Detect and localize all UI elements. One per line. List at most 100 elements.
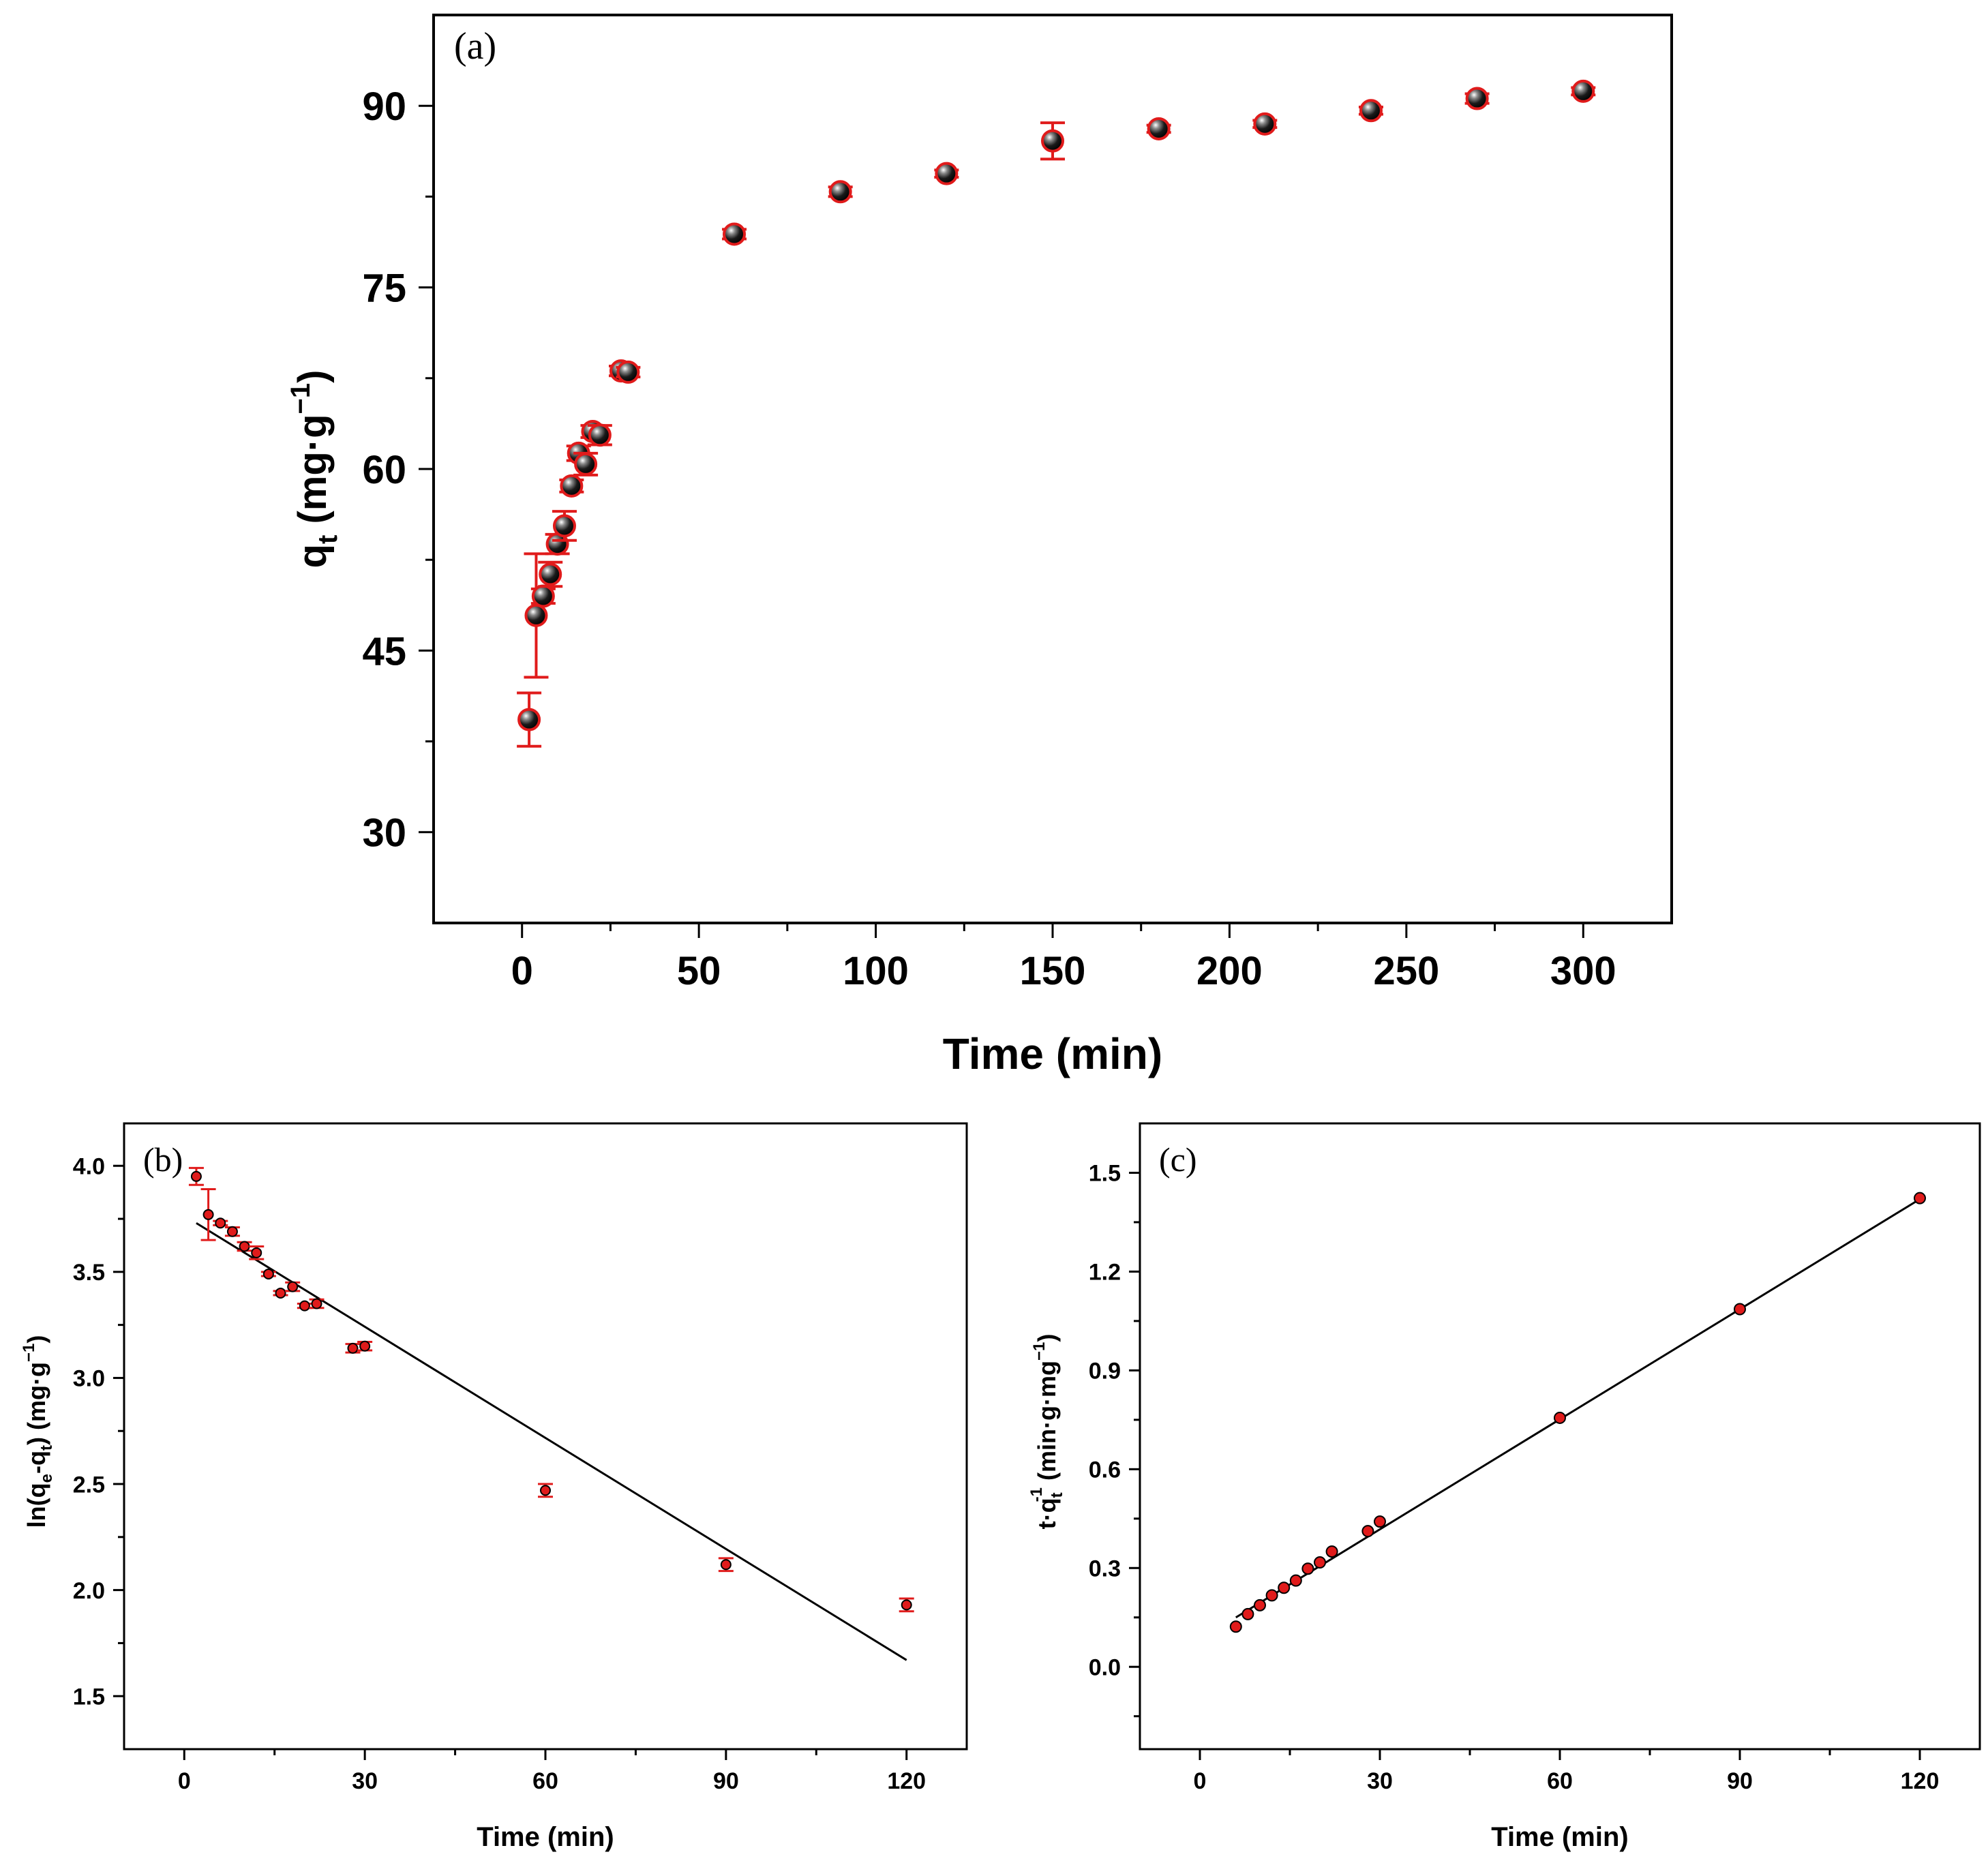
- panel-a-data-point: [1465, 87, 1489, 110]
- panel-c-label: (c): [1159, 1140, 1197, 1179]
- panel-c-data-point: [1374, 1515, 1386, 1528]
- panel-a-data-point: [1571, 79, 1595, 103]
- panel-b-data-point: [215, 1217, 226, 1229]
- panel-a-y-axis-title-sup: −1: [286, 383, 316, 414]
- panel-b-y-axis-title: ln(qe-qt) (mg·g−1): [20, 1335, 56, 1528]
- panel-b-data-point: [262, 1268, 274, 1279]
- panel-a-data-point: [539, 562, 562, 586]
- panel-c-data-point: [1554, 1411, 1566, 1424]
- panel-a-data-point: [1147, 117, 1171, 140]
- panel-c-y-title-end: ): [1033, 1334, 1061, 1342]
- panel-c-y-title-post: (min·g·mg: [1033, 1361, 1061, 1487]
- panel-b-data-point: [226, 1226, 238, 1237]
- panel-c-x-tick-label: 90: [1727, 1768, 1753, 1794]
- panel-b-data-point: [202, 1209, 214, 1220]
- panel-b-data-point: [239, 1241, 250, 1252]
- panel-a-y-axis-title-main: q: [290, 544, 335, 568]
- panel-c-data-point: [1314, 1556, 1326, 1569]
- panel-a-y-tick-label: 90: [362, 85, 406, 129]
- panel-c-data-point: [1734, 1303, 1746, 1316]
- panel-a-data-point: [828, 180, 852, 204]
- panel-b-y-title-end: ): [22, 1335, 50, 1344]
- panel-b-data-point: [311, 1298, 322, 1309]
- panel-c-data-point: [1325, 1545, 1338, 1558]
- panel-b-data-point: [720, 1559, 732, 1571]
- panel-a-label: (a): [454, 25, 496, 67]
- panel-a-x-tick-label: 150: [1020, 949, 1086, 993]
- panel-a-x-tick-label: 100: [843, 949, 909, 993]
- panel-c-y-tick-label: 0.6: [1089, 1457, 1121, 1483]
- panel-b-data-point: [190, 1170, 202, 1182]
- panel-b-data-point: [359, 1340, 371, 1352]
- panel-c-x-tick-label: 120: [1901, 1768, 1940, 1794]
- panel-b-y-title-sub1: e: [37, 1474, 56, 1483]
- panel-a-y-axis-title-sub: t: [313, 535, 343, 544]
- panel-a-data-point: [517, 708, 541, 731]
- panel-b-data-point: [347, 1342, 359, 1354]
- panel-a-data-point: [1359, 99, 1383, 123]
- panel-b-x-tick-label: 30: [352, 1768, 378, 1794]
- panel-c-x-axis-title: Time (min): [1491, 1822, 1629, 1852]
- panel-c-y-title-sub: t: [1048, 1492, 1066, 1498]
- panel-b-data-point: [251, 1247, 262, 1258]
- panel-a-y-tick-label: 45: [362, 629, 406, 673]
- panel-a-y-tick-label: 30: [362, 811, 406, 855]
- panel-b-data-point: [540, 1485, 551, 1496]
- panel-b-x-tick-label: 120: [887, 1768, 926, 1794]
- panel-b-data-point: [901, 1599, 912, 1611]
- panel-b-y-title-pre: ln(q: [22, 1483, 50, 1528]
- panel-b-fit-line: [196, 1222, 907, 1661]
- panel-c-y-tick-label: 0.9: [1089, 1359, 1121, 1384]
- panel-b-x-tick-label: 60: [532, 1768, 558, 1794]
- panel-a-marks: [517, 79, 1596, 748]
- panel-b-marks: [188, 1166, 914, 1661]
- panel-a-data-point: [723, 222, 747, 246]
- panel-b-y-title-post: ) (mg·g: [22, 1362, 50, 1445]
- panel-b-plot-frame: [123, 1122, 968, 1751]
- panel-c-y-tick-label: 0.0: [1089, 1654, 1121, 1680]
- panel-a-x-tick-label: 50: [677, 949, 721, 993]
- panel-b-y-title-sub2: t: [37, 1445, 56, 1451]
- panel-c-data-point: [1289, 1574, 1302, 1587]
- panel-c-data-point: [1301, 1562, 1314, 1575]
- panel-c-x-tick-label: 30: [1367, 1768, 1393, 1794]
- panel-a-y-tick-label: 60: [362, 448, 406, 492]
- panel-b-data-point: [299, 1300, 310, 1312]
- panel-a-y-axis-title-close: ): [290, 370, 335, 383]
- panel-c-marks: [1229, 1192, 1926, 1633]
- panel-b-x-tick-label: 90: [713, 1768, 739, 1794]
- panel-a-y-tick-label: 75: [362, 266, 406, 310]
- panel-a-data-point: [1253, 112, 1277, 136]
- panel-a-data-point: [588, 423, 612, 447]
- panel-a-data-point: [531, 584, 555, 608]
- panel-a-data-point: [524, 603, 548, 627]
- panel-a-x-tick-label: 250: [1373, 949, 1439, 993]
- panel-b-axes: 0 30 60 90 120 1.5 2.0 2.5 3.0 3.5 4.0: [73, 1153, 926, 1794]
- panel-b-data-point: [287, 1281, 299, 1292]
- panel-c-data-point: [1229, 1620, 1242, 1633]
- panel-b-data-point: [275, 1287, 286, 1299]
- panel-b-y-tick-label: 1.5: [73, 1684, 105, 1710]
- panel-a-data-point: [616, 360, 640, 384]
- panel-a-x-axis-title: Time (min): [943, 1029, 1162, 1078]
- panel-a-x-tick-label: 0: [511, 949, 533, 993]
- panel-c-y-title-sup1: -1: [1027, 1487, 1046, 1502]
- panel-b-y-tick-label: 3.0: [73, 1366, 105, 1392]
- panel-a-data-point: [560, 474, 584, 498]
- panel-c-chart: (c) 0 30 60 90 120 0.0 0.3 0.6 0.9 1.2 1.5 Time (m…: [1027, 1122, 1981, 1852]
- panel-c-data-point: [1254, 1599, 1266, 1611]
- panel-a-x-tick-label: 200: [1196, 949, 1263, 993]
- panel-b-y-title-sup: −1: [20, 1344, 38, 1362]
- panel-a-y-axis-title-unit: (mg·g: [290, 414, 335, 535]
- panel-b-y-tick-label: 2.5: [73, 1472, 105, 1498]
- panel-c-y-axis-title: t·qt-1 (min·g·mg−1): [1027, 1334, 1066, 1530]
- panel-b-y-tick-label: 3.5: [73, 1260, 105, 1286]
- panel-b-label: (b): [143, 1140, 183, 1179]
- panel-c-data-point: [1265, 1589, 1278, 1602]
- panel-a-data-point: [574, 452, 598, 476]
- panel-c-y-tick-label: 0.3: [1089, 1556, 1121, 1582]
- panel-b-y-title-mid: -q: [22, 1451, 50, 1474]
- panel-a-data-point: [1041, 129, 1064, 153]
- panel-c-data-point: [1278, 1581, 1291, 1594]
